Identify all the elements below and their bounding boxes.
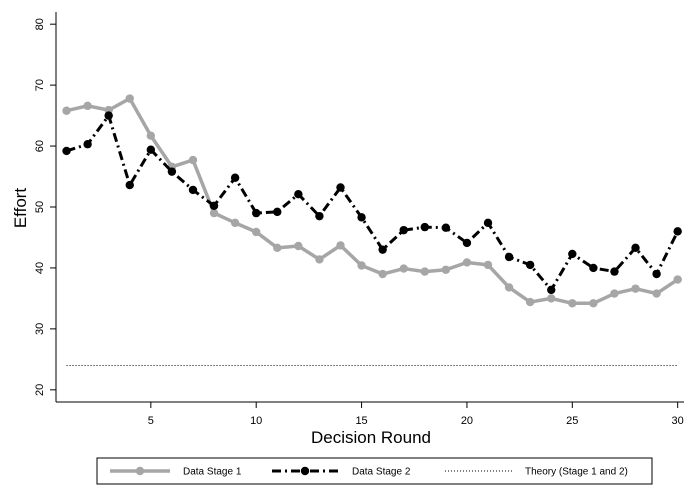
series-2-point [294,190,303,199]
legend-label: Data Stage 2 [352,467,411,478]
x-tick-label: 15 [355,415,367,427]
series-1-point [62,106,71,115]
x-tick-label: 10 [250,415,262,427]
series-1-point [673,275,682,284]
legend-marker [300,466,310,476]
series-2-point [631,243,640,253]
series-1-point [525,297,535,307]
series-1-point [568,299,577,308]
legend: Data Stage 1 Data Stage 2 Theory (Stage 1 … [96,457,653,485]
series-1-point [83,101,92,111]
series-layer [62,94,682,366]
series-1-point [146,131,156,140]
y-tick-label: 80 [34,18,46,30]
series-1-point [504,283,514,292]
series-1-point [399,264,408,273]
series-1-point [336,241,345,250]
y-tick-label: 30 [34,323,46,335]
series-2-point [673,227,682,236]
series-2-point [525,260,535,270]
series-1-point [462,258,472,267]
series-line-2 [66,114,680,292]
series-1-point [315,255,324,264]
x-tick-label: 30 [672,415,684,427]
series-2-point [378,245,387,254]
y-tick-label: 70 [34,79,46,91]
series-2-point [230,173,240,182]
legend-label: Theory (Stage 1 and 2) [525,467,628,478]
series-2-point [483,218,493,228]
legend-items: Data Stage 1 Data Stage 2 Theory (Stage 1 … [110,467,628,478]
y-tick-label: 50 [34,201,46,213]
series-1-point [125,94,134,103]
series-1-point [378,269,387,279]
x-tick-label: 25 [566,415,578,427]
plot-area [55,12,684,403]
series-2-point [252,208,261,218]
series-1-point [188,155,198,165]
x-axis-title: Decision Round [311,428,431,447]
series-1-point [209,208,219,218]
series-1-point [547,294,556,303]
series-1-point [252,227,261,237]
series-2-point [188,185,198,195]
series-2-point [125,180,134,190]
series-1-point [483,260,493,270]
series-2-point [104,111,113,120]
y-tick-label: 60 [34,140,46,152]
y-tick-label: 20 [34,384,46,396]
series-2-point [610,267,619,276]
series-1-point [357,261,366,270]
series-2-point [589,263,598,273]
series-1-point [589,299,598,308]
series-line-1 [66,96,679,306]
series-2-point [420,222,429,232]
legend-box [96,457,653,485]
x-tick-label: 5 [148,415,154,427]
series-2-point [83,140,92,149]
series-1-point [610,289,619,298]
y-axis-ticks: 20 30 40 50 60 70 80 [34,18,56,396]
series-1-point [631,284,640,293]
series-1-point [652,289,661,298]
y-axis-title: Effort [11,188,30,229]
series-2-point [441,223,451,232]
legend-marker [135,466,145,476]
series-2-point [652,269,661,279]
series-1-point [230,218,240,228]
legend-label: Data Stage 1 [183,467,242,478]
series-2-point [399,225,408,235]
series-1-point [420,267,429,276]
series-1-point [441,265,451,274]
x-tick-label: 20 [461,415,473,427]
series-2-point [62,146,71,156]
series-2-point [209,201,219,210]
series-2-point [336,183,345,192]
series-2-point [357,213,366,222]
y-tick-label: 40 [34,262,46,274]
series-1-point [294,241,303,251]
series-2-point [273,207,282,217]
series-1-point [273,243,282,253]
series-2-point [462,238,472,248]
x-axis-ticks: 5 10 15 20 25 30 [148,402,684,427]
series-2-point [146,145,156,154]
series-2-point [547,285,556,295]
series-2-point [315,211,324,221]
series-2-point [504,252,514,262]
series-2-point [167,167,177,176]
series-2-point [568,249,577,259]
